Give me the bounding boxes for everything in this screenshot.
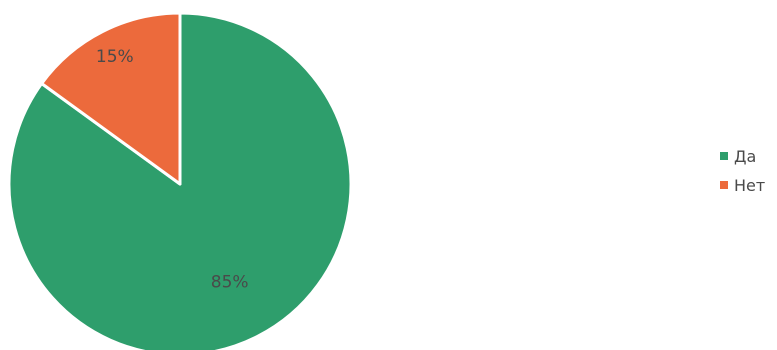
legend-label-net: Нет — [734, 175, 766, 195]
legend-swatch-net — [720, 181, 728, 189]
legend-item-net: Нет — [720, 175, 765, 195]
slice-net — [40, 11, 182, 186]
slice-label-net: 15% — [96, 47, 134, 67]
slice-da — [7, 11, 353, 350]
chart-legend: Да Нет — [720, 146, 765, 204]
pie-data-labels: 85% 15% — [96, 47, 249, 292]
legend-swatch-da — [720, 152, 728, 160]
pie-slices — [7, 11, 353, 350]
slice-label-da: 85% — [211, 273, 249, 293]
legend-item-da: Да — [720, 146, 765, 166]
legend-label-da: Да — [734, 146, 757, 166]
